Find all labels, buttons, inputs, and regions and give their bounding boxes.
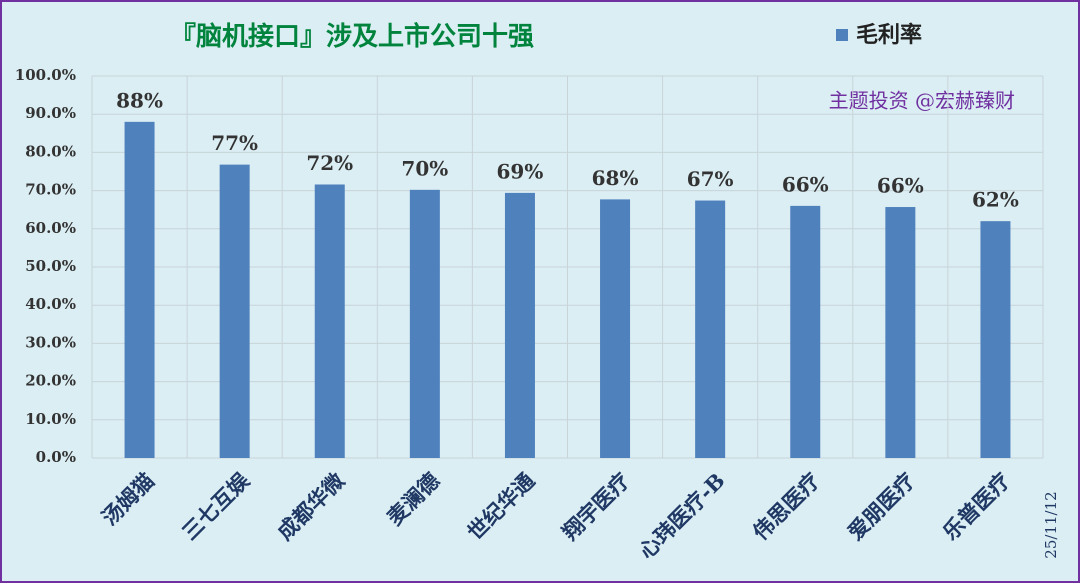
y-tick-label: 50.0% (25, 257, 76, 275)
bar (314, 184, 345, 458)
y-tick-label: 20.0% (25, 372, 76, 390)
data-label: 67% (687, 167, 734, 191)
data-label: 69% (497, 159, 544, 183)
bar (980, 221, 1011, 458)
y-tick-label: 30.0% (25, 333, 76, 351)
data-label: 88% (116, 88, 163, 112)
data-label: 66% (782, 172, 829, 196)
y-tick-label: 60.0% (25, 219, 76, 237)
bar (885, 207, 916, 458)
data-label: 70% (401, 156, 448, 180)
bar (504, 192, 535, 458)
y-tick-label: 70.0% (25, 181, 76, 199)
data-label: 62% (972, 188, 1019, 212)
chart-title: 『脑机接口』涉及上市公司十强 (170, 21, 534, 52)
bar (695, 200, 726, 459)
data-label: 66% (877, 174, 924, 198)
data-label: 72% (306, 151, 353, 175)
y-tick-label: 100.0% (15, 66, 76, 84)
y-tick-label: 80.0% (25, 142, 76, 160)
watermark: 主题投资 @宏赫臻财 (829, 89, 1015, 113)
bar (790, 205, 821, 458)
y-tick-label: 90.0% (25, 104, 76, 122)
y-tick-label: 40.0% (25, 295, 76, 313)
y-tick-label: 10.0% (25, 410, 76, 428)
y-tick-label: 0.0% (36, 448, 76, 466)
bar (409, 189, 440, 458)
data-label: 68% (592, 166, 639, 190)
legend-swatch (836, 29, 848, 41)
bar (124, 121, 155, 458)
bar (219, 164, 250, 458)
data-label: 77% (211, 131, 258, 155)
date-label: 25/11/12 (1042, 491, 1060, 558)
legend-label: 毛利率 (856, 22, 922, 48)
bar (600, 199, 631, 459)
